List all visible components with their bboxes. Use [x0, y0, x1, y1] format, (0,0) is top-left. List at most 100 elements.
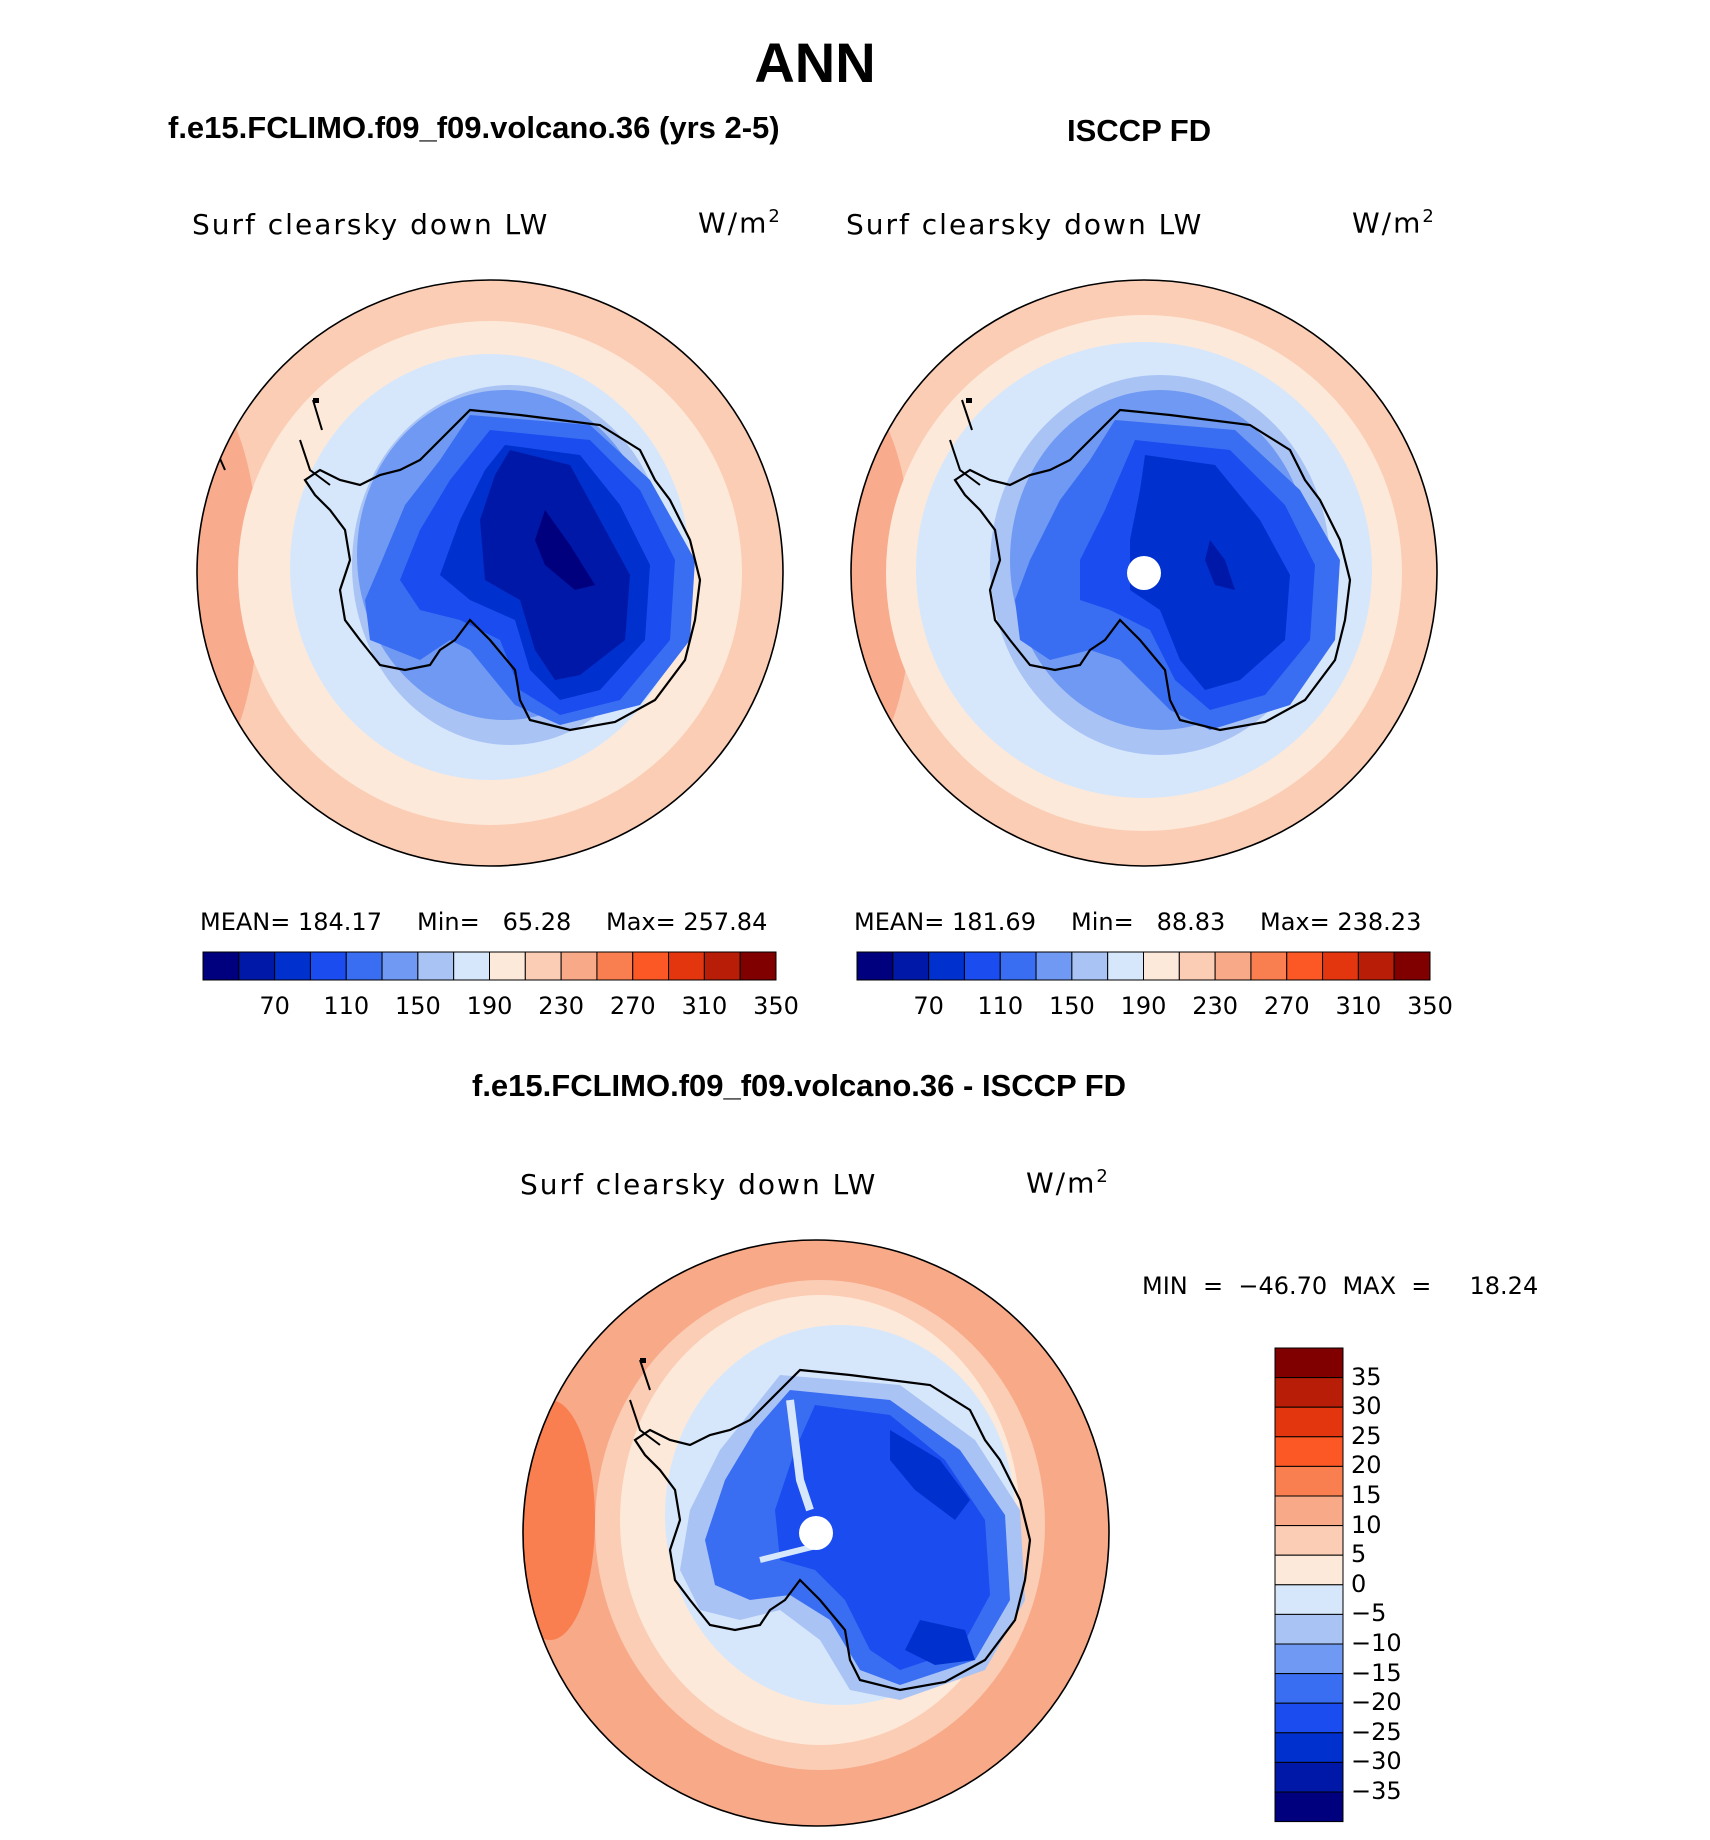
panel3-colorbar-tick-label: 0: [1351, 1569, 1367, 1598]
panel3-colorbar-box: [1274, 1791, 1344, 1823]
panel2-colorbar-tick-label: 70: [913, 992, 944, 1020]
panel1-colorbar-box: [417, 951, 455, 981]
panel1-colorbar-tick-label: 70: [259, 992, 290, 1020]
panel3-colorbar-tick-label: 35: [1351, 1362, 1382, 1391]
panel2-colorbar-tick-label: 110: [977, 992, 1024, 1020]
panel2-colorbar-box: [1178, 951, 1216, 981]
panel3-colorbar-tick-label: 5: [1351, 1540, 1367, 1569]
panel1-colorbar-tick-label: 190: [466, 992, 513, 1020]
panel2-colorbar-tick-label: 270: [1263, 992, 1310, 1020]
panel2-colorbar-tick-label: 230: [1192, 992, 1239, 1020]
panel3-colorbar-tick-label: 25: [1351, 1421, 1382, 1450]
panel2-colorbar-box: [1071, 951, 1109, 981]
panel1-colorbar-box: [274, 951, 311, 981]
panel3-colorbar-box: [1274, 1436, 1344, 1467]
panel1-units: W/m2: [698, 206, 782, 240]
panel3-colorbar-tick-label: −15: [1351, 1658, 1402, 1687]
panel1-colorbar-box: [524, 951, 562, 981]
panel2-units: W/m2: [1352, 206, 1436, 240]
panel3-colorbar-tick-label: 20: [1351, 1451, 1382, 1480]
panel1-colorbar-box: [668, 951, 705, 981]
panel3-colorbar-box: [1274, 1554, 1344, 1586]
panel3-colorbar-box: [1274, 1673, 1344, 1704]
panel1-colorbar-box: [596, 951, 634, 981]
panel2-colorbar-box: [1250, 951, 1288, 981]
panel3-colorbar-box: [1274, 1761, 1344, 1793]
panel1-colorbar-box: [453, 951, 490, 981]
panel3-minmax: MIN = −46.70 MAX = 18.24: [1142, 1272, 1539, 1300]
panel3-colorbar-box: [1274, 1465, 1344, 1497]
panel3-colorbar-box: [1274, 1584, 1344, 1615]
panel2-colorbar-box: [1286, 951, 1324, 981]
panel2-colorbar-box: [1322, 951, 1359, 981]
panel2-map: [851, 280, 1437, 866]
panel3-colorbar: [1274, 1347, 1344, 1823]
panel3-title: f.e15.FCLIMO.f09_f09.volcano.36 - ISCCP …: [472, 1068, 1127, 1103]
panel3-colorbar-tick-label: 15: [1351, 1481, 1382, 1509]
panel1-colorbar-box: [381, 951, 419, 981]
panel2-min: Min= 88.83: [1071, 908, 1226, 936]
panel3-colorbar-box: [1274, 1347, 1344, 1379]
panel2-colorbar-tick-label: 350: [1407, 992, 1453, 1020]
panel1-colorbar-box: [739, 951, 777, 981]
panel1-colorbar-tick-label: 150: [394, 992, 441, 1020]
panel2-colorbar-box: [1214, 951, 1252, 981]
panel1-map: [197, 280, 783, 866]
panel2-title: ISCCP FD: [1067, 113, 1212, 148]
panel1-colorbar-tick-label: 310: [681, 992, 728, 1020]
panel3-colorbar-box: [1274, 1613, 1344, 1645]
panel3-colorbar-box: [1274, 1406, 1344, 1438]
figure-title: ANN: [754, 31, 876, 94]
panel2-variable-label: Surf clearsky down LW: [846, 208, 1204, 241]
panel3-variable-label: Surf clearsky down LW: [520, 1168, 878, 1201]
panel2-colorbar-box: [1107, 951, 1144, 981]
panel1-colorbar-tick-label: 110: [323, 992, 370, 1020]
panel2-colorbar-tick-label: 310: [1335, 992, 1382, 1020]
panel2-colorbar-box: [928, 951, 965, 981]
panel3-colorbar-tick-label: −25: [1351, 1717, 1402, 1746]
panel3-colorbar-tick-label: 30: [1351, 1392, 1382, 1421]
panel1-colorbar-box: [202, 951, 240, 981]
panel1-colorbar-box: [703, 951, 741, 981]
panel2-colorbar-box: [856, 951, 894, 981]
panel1-colorbar-box: [632, 951, 670, 981]
panel2-colorbar: [856, 951, 1431, 981]
panel1-colorbar-box: [238, 951, 276, 981]
panel1-variable-label: Surf clearsky down LW: [192, 208, 550, 241]
panel2-colorbar-box: [892, 951, 930, 981]
panel3-colorbar-box: [1274, 1377, 1344, 1408]
panel3-colorbar-tick-label: 10: [1351, 1510, 1382, 1539]
panel3-colorbar-box: [1274, 1643, 1344, 1675]
panel1-colorbar-tick-label: 350: [753, 992, 799, 1020]
panel1-colorbar: [202, 951, 777, 981]
panel3-colorbar-tick-label: −5: [1351, 1599, 1387, 1628]
panel1-colorbar-tick-label: 270: [609, 992, 656, 1020]
panel3-units: W/m2: [1026, 1166, 1110, 1200]
panel3-map: [523, 1240, 1109, 1826]
panel2-colorbar-box: [999, 951, 1037, 981]
panel2-mean: MEAN= 181.69: [854, 908, 1036, 936]
panel3-colorbar-box: [1274, 1702, 1344, 1734]
panel1-colorbar-box: [309, 951, 347, 981]
panel2-colorbar-box: [1393, 951, 1431, 981]
panel3-colorbar-box: [1274, 1525, 1344, 1556]
panel1-colorbar-box: [489, 951, 526, 981]
panel1-colorbar-box: [560, 951, 598, 981]
panel2-colorbar-tick-label: 190: [1120, 992, 1167, 1020]
panel2-max: Max= 238.23: [1260, 908, 1422, 936]
panel3-colorbar-tick-label: −20: [1351, 1688, 1402, 1717]
panel1-max: Max= 257.84: [606, 908, 768, 936]
panel3-colorbar-box: [1274, 1495, 1344, 1527]
panel1-colorbar-box: [345, 951, 383, 981]
panel1-min: Min= 65.28: [417, 908, 572, 936]
panel2-colorbar-box: [1035, 951, 1073, 981]
panel2-colorbar-box: [1143, 951, 1180, 981]
panel1-colorbar-tick-label: 230: [538, 992, 585, 1020]
panel1-mean: MEAN= 184.17: [200, 908, 382, 936]
panel1-title: f.e15.FCLIMO.f09_f09.volcano.36 (yrs 2-5…: [168, 110, 780, 145]
panel3-colorbar-box: [1274, 1732, 1344, 1763]
panel3-colorbar-tick-label: −30: [1351, 1747, 1402, 1776]
panel3-colorbar-tick-label: −10: [1351, 1629, 1402, 1657]
panel2-colorbar-box: [963, 951, 1001, 981]
